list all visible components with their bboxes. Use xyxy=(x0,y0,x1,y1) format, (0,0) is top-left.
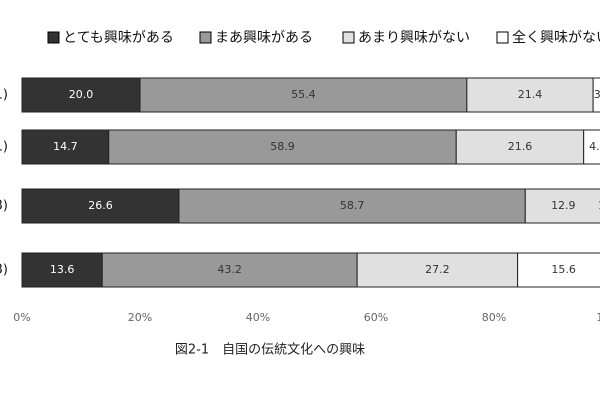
bar-segment xyxy=(517,252,600,288)
legend-label: まあ興味がある xyxy=(215,30,313,46)
value-label: 58.7 xyxy=(340,199,365,212)
value-label: 15.6 xyxy=(551,263,576,276)
value-label: 20.0 xyxy=(69,88,94,101)
bar-segment xyxy=(139,77,468,113)
legend-swatch xyxy=(199,31,212,44)
legend-swatch xyxy=(342,31,355,44)
bar-segment xyxy=(101,252,358,288)
value-label: 21.6 xyxy=(508,140,533,153)
value-label: 3.2 xyxy=(594,88,600,101)
x-tick-label: 80% xyxy=(482,311,506,324)
legend-swatch xyxy=(47,31,60,44)
x-tick-label: 20% xyxy=(128,311,152,324)
legend-label: 全く興味がない xyxy=(512,29,600,46)
value-label: 26.6 xyxy=(88,199,113,212)
bar-segment xyxy=(592,77,600,113)
value-label: 27.2 xyxy=(425,263,450,276)
bar-segment xyxy=(21,129,110,165)
y-tick-label: 3) xyxy=(0,263,8,278)
bar-segment xyxy=(583,129,600,165)
value-label: 4.8 xyxy=(589,140,600,153)
bar-segment xyxy=(466,77,594,113)
value-label: 58.9 xyxy=(270,140,295,153)
value-label: 12.9 xyxy=(551,199,576,212)
x-tick-label: 0% xyxy=(13,311,30,324)
y-tick-label: 3) xyxy=(0,199,8,214)
value-label: 21.4 xyxy=(518,88,543,101)
y-tick-label: 1) xyxy=(0,88,8,103)
legend-label: あまり興味がない xyxy=(358,30,470,46)
value-label: 55.4 xyxy=(291,88,316,101)
bar-segment xyxy=(356,252,519,288)
bar-segment xyxy=(524,188,600,224)
value-label: 43.2 xyxy=(217,263,242,276)
chart-title: 図2-1 自国の伝統文化への興味 xyxy=(175,343,365,358)
legend-swatch xyxy=(496,31,509,44)
y-tick-label: 1) xyxy=(0,140,8,155)
x-tick-label: 100% xyxy=(596,311,600,324)
bar-segment xyxy=(21,77,141,113)
bar-segment xyxy=(455,129,585,165)
value-label: 14.7 xyxy=(53,140,78,153)
bar-segment xyxy=(21,252,103,288)
x-tick-label: 60% xyxy=(364,311,388,324)
bar-segment xyxy=(178,188,526,224)
legend-label: とても興味がある xyxy=(63,30,174,46)
x-tick-label: 40% xyxy=(246,311,270,324)
value-label: 1.8 xyxy=(598,199,600,212)
bar-segment xyxy=(108,129,457,165)
value-label: 13.6 xyxy=(50,263,75,276)
